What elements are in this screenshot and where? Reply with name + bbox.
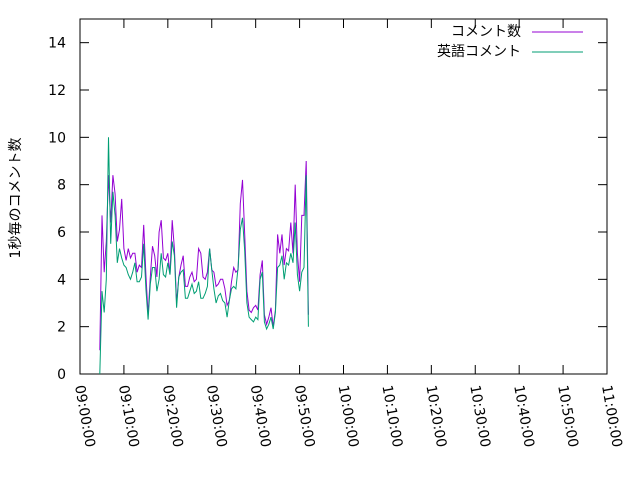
legend: コメント数 英語コメント bbox=[437, 24, 583, 60]
x-tick-label: 09:50:00 bbox=[291, 384, 318, 449]
y-tick-label: 6 bbox=[57, 225, 66, 241]
x-tick-label: 10:00:00 bbox=[335, 384, 362, 449]
x-tick-label: 10:50:00 bbox=[554, 384, 581, 449]
x-tick-label: 09:30:00 bbox=[203, 384, 230, 449]
x-tick-label: 09:20:00 bbox=[159, 384, 186, 449]
x-tick-label: 10:10:00 bbox=[378, 384, 405, 449]
y-tick-label: 14 bbox=[48, 36, 66, 52]
legend-label: 英語コメント bbox=[437, 43, 521, 60]
x-tick-label: 10:30:00 bbox=[466, 384, 493, 449]
y-axis-label: 1秒毎のコメント数 bbox=[8, 138, 24, 259]
axes-group: 0 2 4 6 8 10 12 14 09:00:00 09:10:00 09:20:00 09:30… bbox=[48, 18, 625, 449]
y-tick-label: 8 bbox=[57, 178, 66, 194]
y-tick-label: 2 bbox=[57, 320, 66, 336]
x-tick-label: 09:40:00 bbox=[247, 384, 274, 449]
x-tick-label: 10:20:00 bbox=[422, 384, 449, 449]
legend-label: コメント数 bbox=[451, 24, 521, 40]
y-tick-label: 10 bbox=[48, 130, 66, 146]
series-layer bbox=[99, 137, 309, 375]
x-tick-label: 09:00:00 bbox=[71, 384, 98, 449]
series-line-2 bbox=[99, 137, 309, 375]
x-tick-label: 10:40:00 bbox=[510, 384, 537, 449]
plot-border bbox=[79, 18, 608, 375]
y-tick-label: 4 bbox=[57, 272, 66, 288]
series-line-1 bbox=[99, 160, 309, 351]
y-tick-label: 0 bbox=[57, 367, 66, 383]
x-tick-label: 09:10:00 bbox=[115, 384, 142, 449]
y-tick-label: 12 bbox=[48, 83, 66, 99]
x-tick-label: 11:00:00 bbox=[598, 384, 625, 449]
